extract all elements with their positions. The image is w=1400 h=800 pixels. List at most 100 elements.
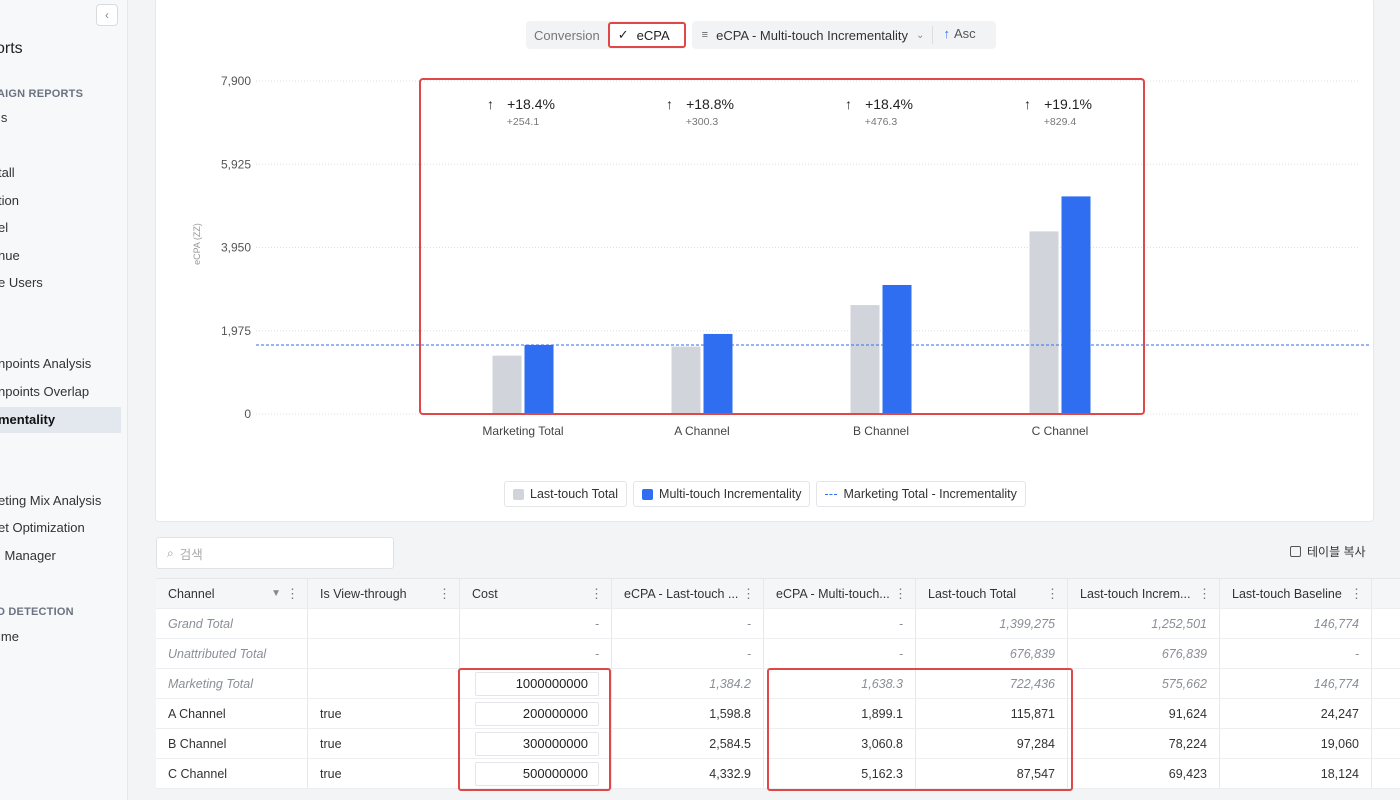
metric-select[interactable]: ≡ eCPA - Multi-touch Incrementality ⌄ ↑ A… <box>691 21 996 49</box>
column-header[interactable]: Is View-through ⋮ <box>308 579 460 608</box>
table-cell: 575,662 <box>1068 669 1220 698</box>
column-menu-icon[interactable]: ⋮ <box>286 585 299 601</box>
column-header[interactable]: Last-touch Increm... ⋮ <box>1068 579 1220 608</box>
column-header[interactable]: eCPA - Last-touch ... ⋮ <box>612 579 764 608</box>
sidebar-title: orts <box>0 40 23 57</box>
column-menu-icon[interactable]: ⋮ <box>894 585 907 601</box>
annotation-diff: +829.4 <box>1044 116 1077 128</box>
table-cell: - <box>764 609 916 638</box>
y-tick-label: 3,950 <box>221 241 251 255</box>
sidebar-item[interactable] <box>0 132 121 158</box>
chevron-left-icon: ‹ <box>105 8 109 22</box>
column-menu-icon[interactable]: ⋮ <box>1046 585 1059 601</box>
table-cell: true <box>308 759 460 788</box>
conversion-tab-group: Conversion ✓ eCPA <box>526 21 686 49</box>
search-icon: ⌕ <box>167 545 174 560</box>
column-menu-icon[interactable]: ⋮ <box>438 585 451 601</box>
sidebar: ‹ orts AIGN REPORTS ls tall tion el nue … <box>0 0 128 800</box>
table-cell: - <box>612 609 764 638</box>
ecpa-tab-label: eCPA <box>636 27 670 43</box>
cost-input[interactable]: 300000000 <box>475 731 599 756</box>
chart-bar <box>1061 196 1091 414</box>
sidebar-item[interactable]: eting Mix Analysis <box>0 493 102 508</box>
sidebar-item[interactable]: et Optimization <box>0 520 85 535</box>
column-header[interactable]: Last-touch Total ⋮ <box>916 579 1068 608</box>
column-header[interactable]: Last-touch Baseline ⋮ <box>1220 579 1372 608</box>
table-cell: 500000000 <box>460 759 612 788</box>
sidebar-item[interactable]: npoints Analysis <box>0 356 92 371</box>
legend-item-last-touch[interactable]: Last-touch Total <box>504 481 628 507</box>
search-placeholder: 검색 <box>179 547 203 562</box>
table-cell: true <box>308 699 460 728</box>
column-menu-icon[interactable]: ⋮ <box>1350 585 1363 601</box>
table-cell: 24,247 <box>1220 699 1372 728</box>
highlight-box-chart <box>419 78 1145 415</box>
table-cell: - <box>1220 639 1372 668</box>
sidebar-item[interactable]: tall <box>0 165 15 180</box>
legend-item-reference-line[interactable]: Marketing Total - Incrementality <box>816 481 1026 507</box>
sidebar-item[interactable]: nue <box>0 248 20 263</box>
table-cell: 78,224 <box>1068 729 1220 758</box>
chevron-down-icon: ⌄ <box>916 29 925 41</box>
table-cell: 91,624 <box>1068 699 1220 728</box>
table-cell: Grand Total <box>156 609 308 638</box>
cost-input[interactable]: 1000000000 <box>475 671 599 696</box>
column-menu-icon[interactable]: ⋮ <box>742 585 755 601</box>
table-cell: 97,284 <box>916 729 1068 758</box>
table-cell: 1,899.1 <box>764 699 916 728</box>
conversion-tab[interactable]: Conversion <box>534 27 600 43</box>
column-menu-icon[interactable]: ⋮ <box>590 585 603 601</box>
x-tick-label: Marketing Total <box>482 424 563 438</box>
column-menu-icon[interactable]: ⋮ <box>1198 585 1211 601</box>
copy-table-button[interactable]: 테이블 복사 <box>1290 543 1366 560</box>
y-tick-label: 7,900 <box>221 74 251 88</box>
table-cell: 69,423 <box>1068 759 1220 788</box>
table-row: B Channel true 300000000 2,584.5 3,060.8 97,2… <box>156 729 1400 759</box>
table-cell: 722,436 <box>916 669 1068 698</box>
sort-toggle[interactable]: ↑ Asc <box>932 26 985 44</box>
y-tick-label: 5,925 <box>221 157 251 171</box>
table-cell: 1,598.8 <box>612 699 764 728</box>
table-cell: Unattributed Total <box>156 639 308 668</box>
sidebar-item[interactable]: e Users <box>0 275 43 290</box>
cost-input[interactable]: 200000000 <box>475 701 599 726</box>
sidebar-item[interactable]: tion <box>0 193 19 208</box>
sidebar-item[interactable]: el <box>0 220 9 235</box>
table-header-row: Channel ▼ ⋮ Is View-through ⋮ Cost ⋮ eCPA - … <box>156 579 1400 609</box>
sidebar-item[interactable]: l Manager <box>0 548 56 563</box>
annotation-pct: +18.4% <box>865 96 913 112</box>
table-cell: 200000000 <box>460 699 612 728</box>
chart-bar <box>850 305 880 414</box>
sidebar-item[interactable]: npoints Overlap <box>0 384 90 399</box>
y-tick-label: 1,975 <box>221 324 251 338</box>
chart-bar <box>703 333 733 414</box>
cost-input[interactable]: 500000000 <box>475 761 599 786</box>
search-input[interactable]: ⌕ 검색 <box>156 537 394 569</box>
y-axis-label: eCPA (ZZ) <box>192 223 202 265</box>
column-header[interactable]: eCPA - Multi-touch... ⋮ <box>764 579 916 608</box>
bar-chart: 7,900 5,925 3,950 1,975 0 eCPA (ZZ) Marketing … <box>192 74 1370 438</box>
filter-icon[interactable]: ▼ <box>271 588 281 599</box>
check-icon: ✓ <box>617 27 629 42</box>
sidebar-item[interactable]: ime <box>0 629 19 644</box>
ecpa-tab[interactable]: ✓ eCPA <box>607 22 686 48</box>
table-row: Marketing Total 1000000000 1,384.2 1,638.3 7… <box>156 669 1400 699</box>
table-cell <box>308 669 460 698</box>
table-cell: 146,774 <box>1220 669 1372 698</box>
sidebar-section-campaign-reports: AIGN REPORTS <box>0 88 84 100</box>
chart-bar <box>671 346 701 414</box>
table-cell: - <box>460 609 612 638</box>
sidebar-item[interactable]: ls <box>0 110 8 125</box>
column-header[interactable]: Cost ⋮ <box>460 579 612 608</box>
table-cell: 19,060 <box>1220 729 1372 758</box>
table-row: C Channel true 500000000 4,332.9 5,162.3 87,5… <box>156 759 1400 789</box>
table-cell: 146,774 <box>1220 609 1372 638</box>
sidebar-collapse-button[interactable]: ‹ <box>96 4 118 26</box>
data-table: Channel ▼ ⋮ Is View-through ⋮ Cost ⋮ eCPA - … <box>156 578 1400 789</box>
legend-item-multi-touch[interactable]: Multi-touch Incrementality <box>633 481 811 507</box>
table-cell: 676,839 <box>1068 639 1220 668</box>
arrow-up-icon: ↑ <box>666 96 673 112</box>
sidebar-item-active[interactable]: mentality <box>0 407 121 433</box>
arrow-up-icon: ↑ <box>487 96 494 112</box>
column-header[interactable]: Channel ▼ ⋮ <box>156 579 308 608</box>
